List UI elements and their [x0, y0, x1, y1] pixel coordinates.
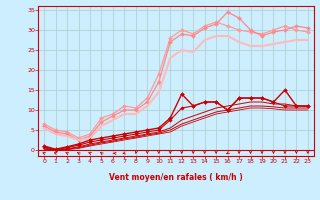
X-axis label: Vent moyen/en rafales ( km/h ): Vent moyen/en rafales ( km/h )	[109, 173, 243, 182]
